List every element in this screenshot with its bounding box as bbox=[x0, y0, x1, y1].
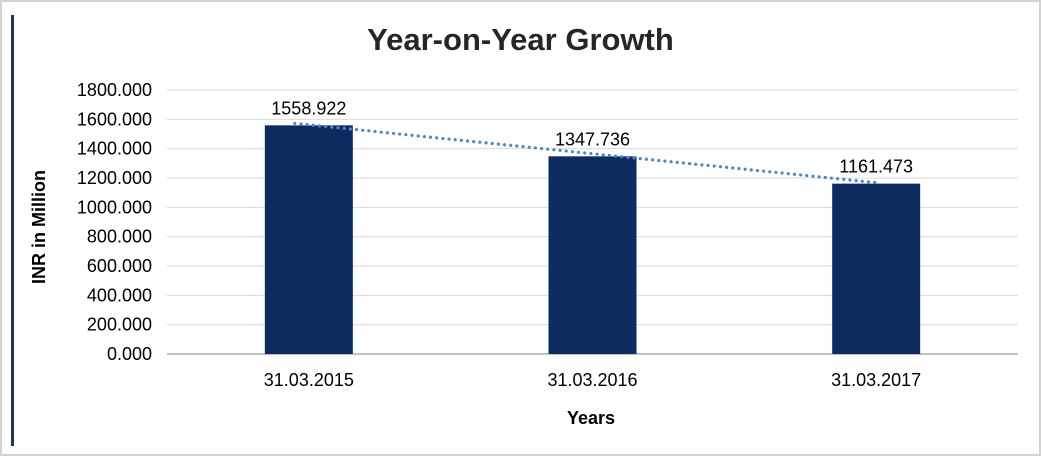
x-category-label: 31.03.2017 bbox=[831, 370, 921, 390]
left-border-line bbox=[11, 15, 14, 446]
x-axis-title: Years bbox=[566, 408, 616, 428]
chart-title: Year-on-Year Growth bbox=[367, 22, 674, 57]
x-category-label: 31.03.2016 bbox=[547, 370, 637, 390]
bar-31.03.2015 bbox=[264, 125, 353, 354]
bar-31.03.2016 bbox=[548, 156, 637, 354]
y-tick-label: 600.000 bbox=[87, 256, 152, 276]
y-tick-label: 1400.000 bbox=[77, 139, 152, 159]
y-tick-label: 1800.000 bbox=[77, 80, 152, 100]
y-tick-label: 200.000 bbox=[87, 315, 152, 335]
data-label: 1161.473 bbox=[839, 157, 913, 177]
bar-31.03.2017 bbox=[832, 183, 921, 354]
y-tick-label: 1000.000 bbox=[77, 197, 152, 217]
data-label: 1558.922 bbox=[271, 98, 346, 118]
trendline bbox=[293, 121, 878, 185]
y-tick-label: 400.000 bbox=[87, 285, 152, 305]
y-tick-label: 1600.000 bbox=[77, 109, 152, 129]
y-tick-label: 1200.000 bbox=[77, 168, 152, 188]
x-category-label: 31.03.2015 bbox=[264, 370, 354, 390]
data-label: 1347.736 bbox=[555, 129, 630, 149]
y-tick-label: 0.000 bbox=[107, 344, 152, 364]
y-tick-label: 800.000 bbox=[87, 227, 152, 247]
